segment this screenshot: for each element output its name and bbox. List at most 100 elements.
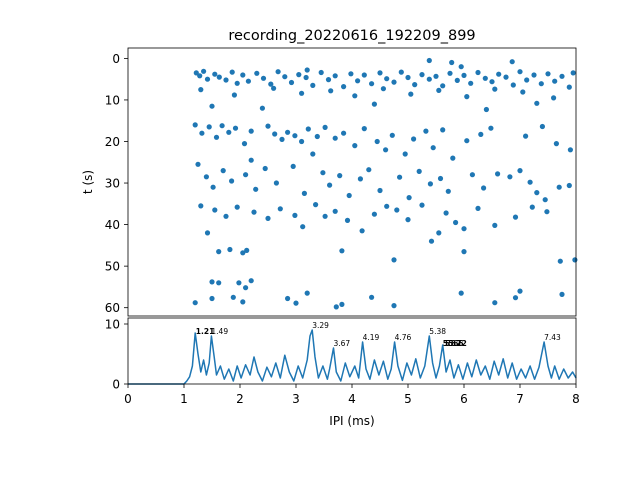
spike-point xyxy=(333,304,339,310)
spike-point xyxy=(426,76,432,82)
spike-point xyxy=(244,247,250,253)
ipi-peak-label: 5.72 xyxy=(448,339,467,348)
spike-point xyxy=(566,182,572,189)
spike-point xyxy=(346,192,352,199)
raster-axes: 0 10 20 30 40 50 60 t (s) xyxy=(81,47,578,317)
spike-point xyxy=(483,106,489,113)
ipi-x-tick-label: 2 xyxy=(236,392,244,406)
ipi-x-tick-label: 0 xyxy=(124,392,132,406)
spike-point xyxy=(566,84,572,90)
spike-point xyxy=(248,128,254,134)
spike-point xyxy=(203,174,209,180)
spike-point xyxy=(234,204,240,210)
spike-point xyxy=(371,211,377,217)
spike-point xyxy=(216,249,222,255)
spike-point xyxy=(423,128,429,134)
ipi-x-tick-label: 7 xyxy=(516,392,524,406)
spike-point xyxy=(433,73,439,79)
raster-y-tick-label: 10 xyxy=(105,93,120,107)
spike-point xyxy=(507,174,513,180)
ipi-y-ticks: 0 10 xyxy=(105,318,128,392)
spike-point xyxy=(198,203,204,209)
spike-point xyxy=(341,130,347,136)
spike-point xyxy=(212,207,218,213)
raster-y-ticks: 0 10 20 30 40 50 60 xyxy=(105,52,128,315)
spike-point xyxy=(313,202,319,208)
spike-point xyxy=(209,279,215,285)
spike-point xyxy=(427,181,433,187)
ipi-y-tick-label: 0 xyxy=(112,378,120,392)
spike-point xyxy=(305,126,311,132)
spike-point xyxy=(464,138,470,144)
spike-point xyxy=(292,212,298,218)
spike-point xyxy=(405,217,411,223)
spike-point xyxy=(219,123,225,129)
spike-point xyxy=(551,95,557,101)
spike-point xyxy=(458,64,464,70)
spike-point xyxy=(285,295,291,302)
spike-point xyxy=(384,76,390,82)
spike-point xyxy=(355,78,361,84)
spike-point xyxy=(402,151,408,157)
spike-point xyxy=(245,78,251,84)
spike-point xyxy=(229,178,235,184)
spike-point xyxy=(391,303,397,309)
spike-point xyxy=(322,213,328,219)
spike-point xyxy=(572,257,578,263)
spike-point xyxy=(229,69,235,75)
ipi-x-axis-label: IPI (ms) xyxy=(329,414,374,428)
spike-point xyxy=(299,138,305,145)
spike-point xyxy=(461,249,467,255)
raster-y-tick-label: 40 xyxy=(105,218,120,232)
spike-point xyxy=(527,179,533,185)
spike-point xyxy=(240,250,246,256)
ipi-y-tick-label: 10 xyxy=(105,318,120,332)
spike-point xyxy=(195,161,201,167)
spike-point xyxy=(299,90,305,96)
spike-point xyxy=(318,69,324,76)
spike-point xyxy=(369,294,375,300)
spike-point xyxy=(492,300,498,306)
ipi-peak-label: 1.49 xyxy=(211,327,228,336)
spike-point xyxy=(253,186,259,192)
ipi-peak-label: 4.19 xyxy=(363,333,380,342)
spike-point xyxy=(492,222,498,228)
spike-point xyxy=(230,294,236,300)
spike-point xyxy=(339,248,345,254)
spike-point xyxy=(192,122,198,128)
spike-point xyxy=(397,174,403,180)
spike-point xyxy=(542,197,548,203)
spike-point xyxy=(332,135,338,141)
spike-point xyxy=(412,82,418,88)
spike-point xyxy=(408,91,414,97)
spike-point xyxy=(559,73,565,79)
spike-point xyxy=(254,70,260,76)
spike-point xyxy=(436,230,442,236)
ipi-histogram-axes: 1.211.49 3.29 3.67 4.19 4.76 5.38 5.625.665.72… xyxy=(105,318,580,429)
spike-point xyxy=(251,209,257,215)
spike-point xyxy=(282,74,288,80)
spike-point xyxy=(440,83,446,89)
spike-point xyxy=(419,72,425,78)
spike-point xyxy=(310,151,316,157)
spike-point xyxy=(517,288,523,294)
spike-point xyxy=(489,79,495,85)
spike-point xyxy=(216,74,222,80)
spike-point xyxy=(198,87,204,93)
ipi-peak-label: 5.62 xyxy=(443,339,462,348)
spike-point xyxy=(197,73,203,79)
spike-point xyxy=(405,74,411,81)
spike-point xyxy=(544,209,550,215)
spike-point xyxy=(332,73,338,79)
spike-point xyxy=(193,70,199,76)
spike-point xyxy=(209,103,215,109)
spike-point xyxy=(220,168,226,174)
spike-point xyxy=(377,187,383,194)
spike-point xyxy=(520,89,526,95)
spike-point xyxy=(301,190,307,196)
chart-title: recording_20220616_192209_899 xyxy=(228,28,475,44)
ipi-peak-label: 3.29 xyxy=(312,321,329,330)
spike-point xyxy=(380,86,386,92)
spike-point xyxy=(359,228,365,234)
spike-point xyxy=(492,86,498,92)
